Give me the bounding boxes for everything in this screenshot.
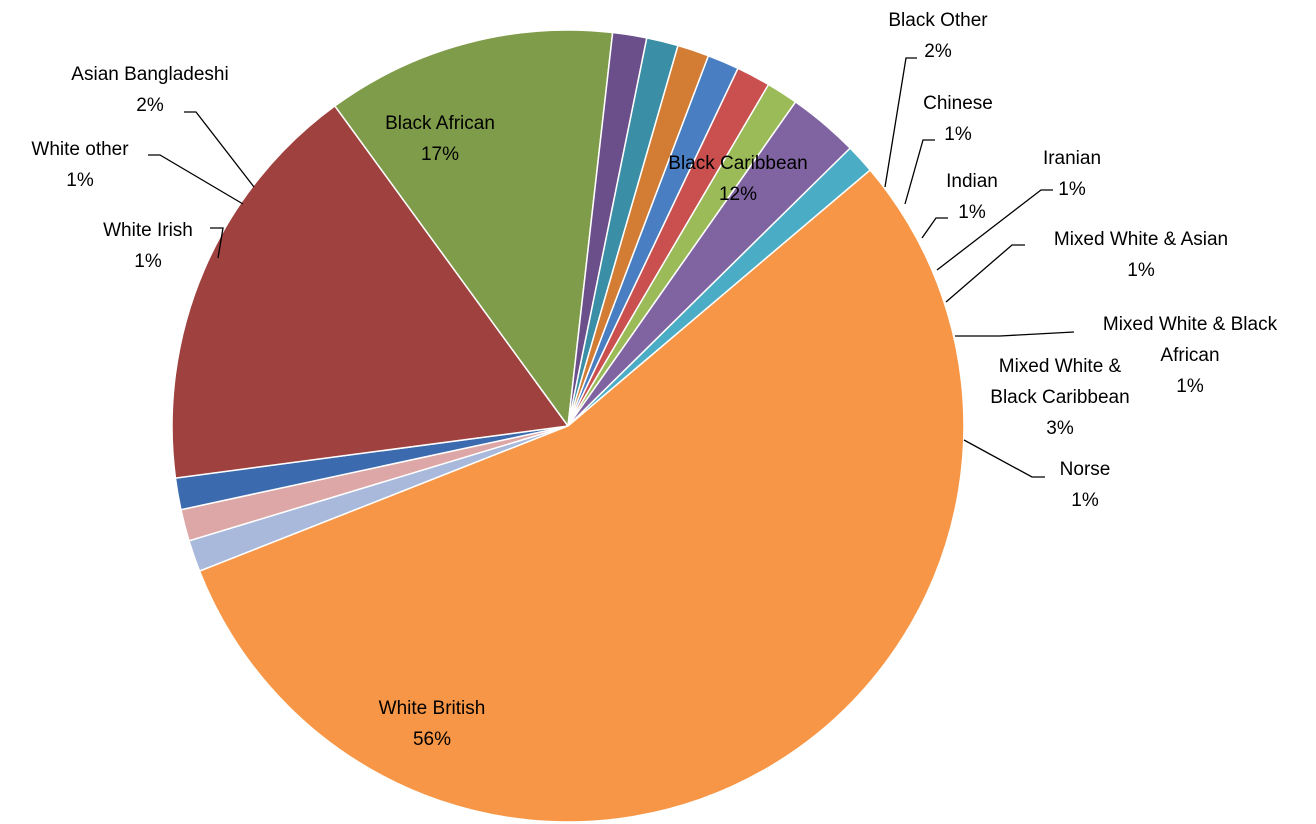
- data-label-percent: 56%: [413, 729, 451, 750]
- leader-line-white-irish: [210, 227, 224, 259]
- leader-line-indian: [921, 217, 948, 239]
- data-label-norse: Norse 1%: [1060, 459, 1111, 511]
- data-label-name: Mixed White &: [999, 356, 1122, 377]
- data-label-percent: 1%: [1176, 376, 1204, 397]
- data-label-chinese: Chinese 1%: [923, 93, 993, 145]
- data-label-percent: 1%: [1071, 490, 1099, 511]
- leader-line-chinese: [904, 139, 935, 205]
- leader-line-black-other: [884, 57, 917, 188]
- data-label-mixed-white-and-asian: Mixed White & Asian 1%: [1054, 229, 1228, 281]
- data-label-percent: 2%: [924, 41, 952, 62]
- leader-lines-layer: [148, 57, 1075, 478]
- data-label-name: Indian: [946, 171, 998, 192]
- data-label-percent: 3%: [1046, 418, 1074, 439]
- data-label-name: Black Caribbean: [668, 153, 807, 174]
- data-label-iranian: Iranian 1%: [1043, 148, 1101, 200]
- leader-line-norse: [963, 439, 1045, 478]
- data-label-asian-bangladeshi: Asian Bangladeshi 2%: [71, 64, 228, 116]
- data-label-name: White British: [379, 698, 486, 719]
- data-label-percent: 1%: [1127, 260, 1155, 281]
- data-label-mixed-white-and-black-african: Mixed White & Black African 1%: [1103, 314, 1278, 397]
- pie-slice-black-caribbean: [333, 29, 614, 428]
- data-label-indian: Indian 1%: [946, 171, 998, 223]
- data-label-name: Chinese: [923, 93, 993, 114]
- leader-line-mixed-white-and-black-african: [955, 331, 1075, 337]
- leader-line-asian-bangladeshi: [184, 111, 255, 188]
- pie-slice-white-british: [198, 168, 965, 823]
- data-label-percent: 1%: [944, 124, 972, 145]
- data-label-name: Norse: [1060, 459, 1111, 480]
- data-labels-layer: White Irish 1% White other 1% Asian Banglade…: [31, 10, 1277, 750]
- data-label-percent: 17%: [421, 144, 459, 165]
- data-label-name: Black Other: [888, 10, 988, 31]
- data-label-name: Mixed White & Asian: [1054, 229, 1228, 250]
- data-label-name: Asian Bangladeshi: [71, 64, 228, 85]
- leader-line-mixed-white-and-asian: [945, 244, 1025, 303]
- pie-slice-black-african: [171, 104, 570, 479]
- data-label-name: African: [1160, 345, 1219, 366]
- leader-line-iranian: [936, 189, 1053, 271]
- data-label-percent: 1%: [66, 170, 94, 191]
- data-label-name: Iranian: [1043, 148, 1101, 169]
- data-label-name: White other: [31, 139, 129, 160]
- data-label-name: Mixed White & Black: [1103, 314, 1278, 335]
- data-label-name: White Irish: [103, 220, 193, 241]
- data-label-white-other: White other 1%: [31, 139, 129, 191]
- data-label-percent: 12%: [719, 184, 757, 205]
- data-label-white-irish: White Irish 1%: [103, 220, 193, 272]
- data-label-name: Black African: [385, 113, 495, 134]
- data-label-percent: 1%: [958, 202, 986, 223]
- data-label-name: Black Caribbean: [990, 387, 1129, 408]
- leader-line-white-other: [148, 154, 244, 205]
- slices-layer: [171, 29, 965, 823]
- data-label-percent: 2%: [136, 95, 164, 116]
- data-label-percent: 1%: [134, 251, 162, 272]
- data-label-black-caribbean: Black Caribbean 12%: [668, 153, 807, 205]
- data-label-percent: 1%: [1058, 179, 1086, 200]
- data-label-white-british: White British 56%: [379, 698, 486, 750]
- data-label-mixed-white-and-black-caribbean: Mixed White & Black Caribbean 3%: [990, 356, 1129, 439]
- data-label-black-other: Black Other 2%: [888, 10, 988, 62]
- data-label-black-african: Black African 17%: [385, 113, 495, 165]
